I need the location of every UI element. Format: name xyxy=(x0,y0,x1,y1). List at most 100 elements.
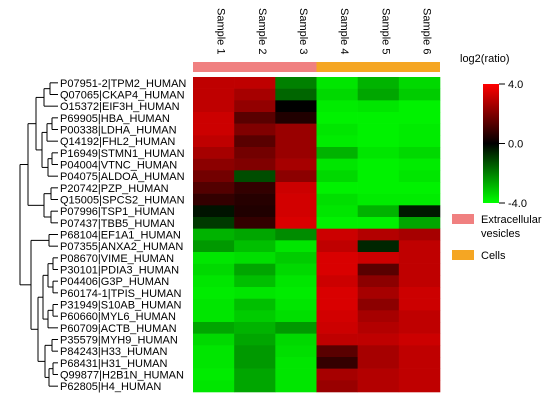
heatmap-cell xyxy=(398,287,441,299)
heatmap-cell xyxy=(275,333,317,346)
heatmap-cell xyxy=(193,228,235,241)
heatmap-cell xyxy=(234,100,276,113)
heatmap-cell xyxy=(234,217,276,229)
heatmap-cell xyxy=(193,310,235,323)
heatmap-cell xyxy=(398,182,441,194)
heatmap-cell xyxy=(193,252,235,264)
heatmap-cell xyxy=(234,287,276,299)
sample-label: Sample 5 xyxy=(379,8,391,54)
heatmap-cell xyxy=(398,77,441,89)
heatmap-cell xyxy=(398,217,441,229)
row-label: P35579|MYH9_HUMAN xyxy=(60,335,178,347)
heatmap-cell xyxy=(275,158,317,171)
heatmap-cell xyxy=(275,322,317,334)
sample-label: Sample 3 xyxy=(297,8,309,54)
heatmap-cell xyxy=(234,322,276,334)
heatmap-cell xyxy=(398,205,441,218)
heatmap-cell xyxy=(316,217,358,229)
heatmap-cell xyxy=(234,275,276,288)
sample-label: Sample 2 xyxy=(256,8,268,54)
heatmap-cell xyxy=(357,333,400,346)
heatmap-cell xyxy=(234,112,276,124)
colorbar-tick-label: 0.0 xyxy=(508,139,523,151)
heatmap-cell xyxy=(234,182,276,194)
heatmap-cell xyxy=(316,182,358,194)
heatmap-cell xyxy=(275,147,317,159)
heatmap-cell xyxy=(275,205,317,218)
heatmap-cell xyxy=(316,357,358,369)
heatmap-cell xyxy=(234,123,276,136)
heatmap-cell xyxy=(234,77,276,89)
heatmap-cell xyxy=(398,135,441,148)
heatmap-cell xyxy=(357,100,400,113)
heatmap-cell xyxy=(275,275,317,288)
heatmap-cell xyxy=(316,228,358,241)
row-label: P60174-1|TPIS_HUMAN xyxy=(60,288,182,300)
heatmap-cell xyxy=(234,310,276,323)
heatmap-cell xyxy=(398,240,441,253)
heatmap-cell xyxy=(275,100,317,113)
heatmap-cell xyxy=(357,193,400,206)
heatmap-cell xyxy=(357,158,400,171)
heatmap-cell xyxy=(193,298,235,311)
heatmap-cell xyxy=(398,310,441,323)
heatmap-cell xyxy=(234,228,276,241)
group-legend-swatch xyxy=(452,214,474,224)
heatmap-cell xyxy=(316,333,358,346)
heatmap-cell xyxy=(275,77,317,89)
heatmap-cell xyxy=(193,77,235,89)
heatmap-cell xyxy=(193,380,235,393)
group-legend-swatch xyxy=(452,250,474,260)
row-label: P60709|ACTB_HUMAN xyxy=(60,323,177,335)
group-band xyxy=(316,62,440,72)
heatmap-cell xyxy=(357,298,400,311)
heatmap-cell xyxy=(398,263,441,276)
heatmap-cell xyxy=(357,182,400,194)
heatmap-cell xyxy=(357,380,400,393)
heatmap-cell xyxy=(234,88,276,101)
row-label: P84243|H33_HUMAN xyxy=(60,346,167,358)
heatmap-cell xyxy=(316,368,358,381)
heatmap-cell xyxy=(234,357,276,369)
heatmap-cell xyxy=(193,170,235,183)
heatmap-cell xyxy=(398,228,441,241)
heatmap-cell xyxy=(357,368,400,381)
heatmap-cell xyxy=(275,287,317,299)
row-label: P07437|TBB5_HUMAN xyxy=(60,218,175,230)
heatmap-cell xyxy=(398,368,441,381)
sample-label: Sample 4 xyxy=(338,8,350,54)
heatmap-cell xyxy=(316,263,358,276)
heatmap-cell xyxy=(398,147,441,159)
heatmap-cell xyxy=(234,240,276,253)
heatmap-cell xyxy=(316,100,358,113)
heatmap-cell xyxy=(234,205,276,218)
heatmap-cell xyxy=(275,193,317,206)
row-label: P08670|VIME_HUMAN xyxy=(60,253,174,265)
heatmap-cell xyxy=(357,252,400,264)
row-label: P04075|ALDOA_HUMAN xyxy=(60,171,185,183)
heatmap-cell xyxy=(316,77,358,89)
heatmap-cell xyxy=(357,275,400,288)
heatmap-cell xyxy=(234,380,276,393)
heatmap-cell xyxy=(398,345,441,358)
heatmap-cell xyxy=(234,368,276,381)
heatmap-cell xyxy=(357,135,400,148)
heatmap-cell xyxy=(398,170,441,183)
heatmap-cell xyxy=(316,123,358,136)
heatmap-cell xyxy=(193,275,235,288)
heatmap-cell xyxy=(275,182,317,194)
heatmap-cell xyxy=(398,88,441,101)
heatmap-cell xyxy=(193,217,235,229)
heatmap-cell xyxy=(234,298,276,311)
heatmap-cell xyxy=(357,310,400,323)
row-label: Q07065|CKAP4_HUMAN xyxy=(60,90,185,102)
colorbar-tick-label: -4.0 xyxy=(508,198,527,210)
heatmap-cell xyxy=(398,252,441,264)
heatmap-cell xyxy=(193,345,235,358)
heatmap-cell xyxy=(357,205,400,218)
row-label: O15372|EIF3H_HUMAN xyxy=(60,101,180,113)
row-label: P04406|G3P_HUMAN xyxy=(60,276,169,288)
heatmap-cell xyxy=(316,298,358,311)
